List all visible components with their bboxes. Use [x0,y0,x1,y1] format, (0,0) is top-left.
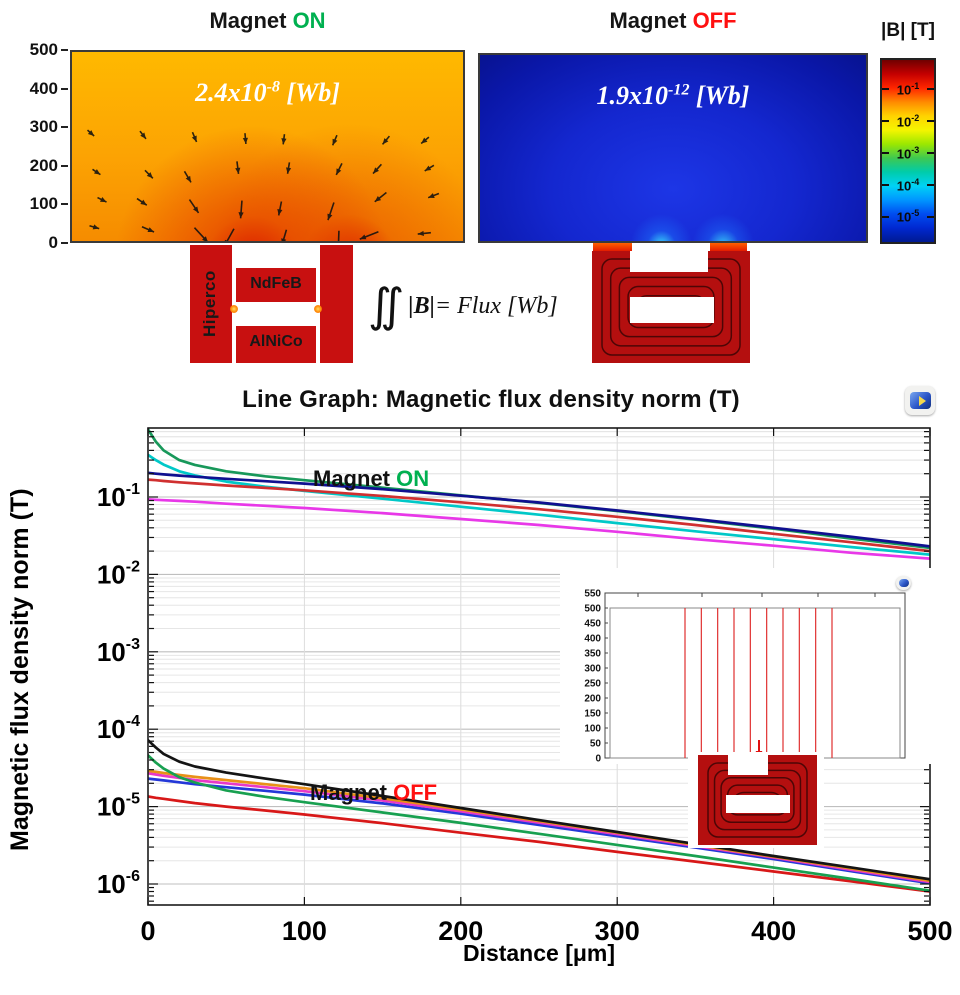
inset-snapshot-icon-screen [898,579,909,587]
flux-annotation-off: 1.9x10-12 [Wb] [596,81,750,110]
svg-text:0: 0 [595,754,601,765]
svg-text:300: 300 [584,664,601,675]
heatmap-y-axis: 500 400 300 200 100 0 [24,40,68,252]
label-alnico: AlNiCo [249,333,303,350]
series-lines [148,428,930,893]
svg-text:100: 100 [282,916,327,946]
svg-text:10-3: 10-3 [97,636,140,667]
flux-formula: ∬ |B| = Flux [Wb] [368,280,558,331]
inset-magnet-patch [688,752,824,848]
svg-text:10-5: 10-5 [97,791,140,822]
panel-off-title-state: OFF [692,8,737,33]
magnet-slot [726,795,790,813]
plot-snapshot-icon-screen [909,392,931,409]
colorbar: 10-1 10-2 10-3 10-4 10-5 [880,58,936,244]
flux-annotation-on: 2.4x10-8 [Wb] [195,78,340,107]
geometry-inset: 550 500 450 400 350 300 250 200 150 100 50 0 [560,568,932,765]
heatmap-y-tick: 300 [30,117,68,137]
label-ndfeb: NdFeB [250,275,302,292]
panel-on-title-state: ON [292,8,326,33]
colorbar-tick: 10-1 [882,81,934,97]
heatmap-y-tick: 400 [30,79,68,99]
series-magnet-off [148,777,930,885]
svg-text:150: 150 [584,709,601,720]
x-axis-label: Distance [μm] [462,940,616,966]
annotation-magnet-on: Magnet ON [313,466,429,491]
svg-text:0: 0 [140,916,155,946]
svg-text:10-2: 10-2 [97,558,140,589]
heatmap-magnet-off: 1.9x10-12 [Wb] [478,53,868,243]
colorbar-tick: 10-4 [882,177,934,193]
svg-text:300: 300 [595,916,640,946]
panel-off-title-prefix: Magnet [609,8,693,33]
plot-snapshot-icon[interactable] [905,386,935,415]
svg-text:250: 250 [584,679,601,690]
heatmap-y-tick: 200 [30,156,68,176]
inset-magnet [698,755,817,845]
heatmap-y-tick: 100 [30,194,68,214]
annotation-magnet-off: Magnet OFF [310,780,437,805]
vector-arrows [86,129,440,241]
colorbar-tick: 10-2 [882,113,934,129]
svg-text:500: 500 [584,604,601,615]
svg-text:400: 400 [751,916,796,946]
svg-text:100: 100 [584,724,601,735]
arrow-group [86,129,440,241]
colorbar-tick: 10-5 [882,208,934,225]
panel-off-title: Magnet OFF [478,8,868,34]
svg-text:400: 400 [584,634,601,645]
inset-cut-lines [684,608,833,758]
magnet-slot [630,251,708,272]
svg-text:550: 550 [584,589,601,600]
heatmap-magnet-on: 2.4x10-8 [Wb] [70,50,465,243]
svg-text:10-4: 10-4 [97,713,140,744]
svg-text:10-1: 10-1 [97,481,140,512]
series-magnet-off [148,738,930,881]
svg-text:350: 350 [584,649,601,660]
magnet-slot [236,245,316,268]
svg-text:200: 200 [438,916,483,946]
series-magnet-off [148,795,930,893]
magnet-slot [630,297,714,323]
series-magnet-off [148,753,930,893]
hot-spot [314,305,322,313]
panel-on-title-prefix: Magnet [209,8,293,33]
magnet-slot [728,755,768,775]
heatmap-y-tick: 0 [49,233,68,253]
play-triangle-icon [918,395,926,406]
series-magnet-on [148,498,930,560]
magnet-structure-on: Hiperco NdFeB AlNiCo [190,245,353,363]
magnet-post [710,243,747,252]
svg-text:200: 200 [584,694,601,705]
y-tick-labels: 10-1 10-2 10-3 10-4 10-5 10-6 [97,481,140,899]
inset-snapshot-icon[interactable] [896,576,911,590]
hot-spot [230,305,238,313]
line-chart: 0 100 200 300 400 50010-110-210-310-410-510-6… [97,427,953,946]
series-magnet-on [148,453,930,556]
label-hiperco: Hiperco [200,270,219,338]
x-tick-labels: 0 100 200 300 400 500 [140,916,952,946]
panel-on-title: Magnet ON [70,8,465,34]
svg-text:450: 450 [584,619,601,630]
svg-text:10-6: 10-6 [97,868,140,899]
svg-text:500: 500 [907,916,952,946]
series-magnet-on [148,478,930,553]
magnet-slot [236,302,316,326]
magnet-structure-off [592,251,750,363]
colorbar-tick: 10-3 [882,145,934,161]
magnet-post [593,243,632,252]
heatmap-y-tick: 500 [30,40,68,60]
inset-frame [604,592,906,759]
svg-text:50: 50 [590,739,602,750]
series-magnet-on [148,471,930,548]
chart-title: Line Graph: Magnetic flux density norm (… [242,386,740,413]
colorbar-title: |B| [T] [881,20,935,41]
